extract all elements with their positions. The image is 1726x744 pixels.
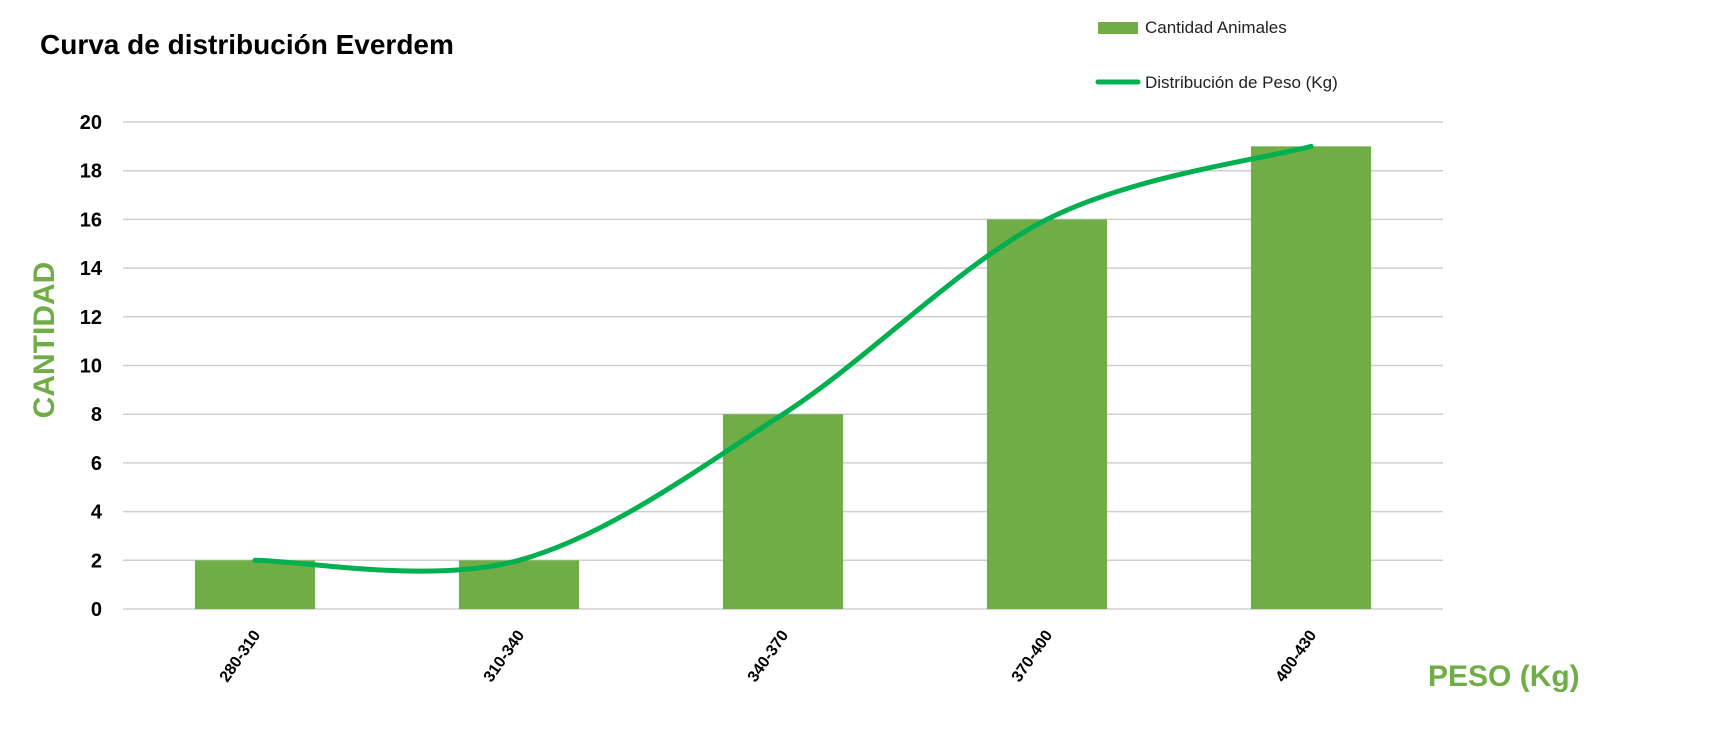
y-tick-label: 18 [80, 161, 102, 183]
y-tick-label: 8 [91, 404, 102, 426]
x-tick-label: 370-400 [1009, 627, 1057, 685]
legend-label-bars: Cantidad Animales [1145, 18, 1287, 37]
y-tick-label: 10 [80, 356, 102, 378]
y-tick-label: 16 [80, 209, 102, 231]
bar [722, 414, 844, 609]
bar [194, 560, 316, 609]
x-tick-label: 280-310 [217, 627, 265, 685]
y-tick-label: 14 [80, 258, 103, 280]
y-tick-label: 12 [80, 307, 102, 329]
legend-swatch-bars [1098, 22, 1138, 34]
bars [194, 146, 1372, 609]
bar [986, 219, 1108, 609]
y-tick-label: 0 [91, 599, 102, 621]
y-tick-label: 6 [91, 453, 102, 475]
x-tick-label: 310-340 [481, 627, 529, 685]
legend: Cantidad Animales Distribución de Peso (… [1095, 18, 1338, 92]
trend-line [252, 143, 1314, 574]
x-axis-label: PESO (Kg) [1428, 660, 1580, 693]
y-tick-label: 4 [91, 502, 103, 524]
y-axis-ticks: 0 2 4 6 8 10 12 14 16 18 20 [80, 112, 103, 621]
x-tick-label: 340-370 [745, 627, 793, 685]
y-tick-label: 20 [80, 112, 102, 134]
x-tick-label: 400-430 [1273, 627, 1321, 685]
chart-title: Curva de distribución Everdem [40, 29, 454, 60]
y-tick-label: 2 [91, 550, 102, 572]
legend-label-line: Distribución de Peso (Kg) [1145, 73, 1338, 92]
bar [1250, 146, 1372, 609]
series-line [252, 143, 1314, 574]
y-axis-label: CANTIDAD [28, 262, 61, 419]
x-axis-ticks: 280-310 310-340 340-370 370-400 400-430 [217, 627, 1321, 685]
